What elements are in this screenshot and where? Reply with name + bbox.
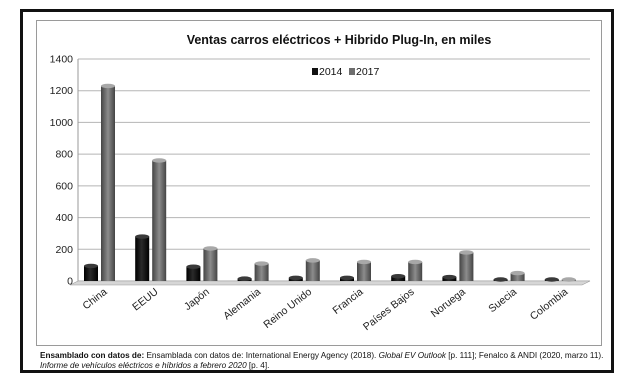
bar-2014	[84, 265, 98, 281]
bar-cap-2017	[305, 258, 320, 263]
bar-cap-2017	[152, 158, 167, 163]
bar-2017	[510, 273, 525, 281]
bar-cap-2017	[203, 246, 218, 251]
x-tick-label: EEUU	[130, 286, 160, 313]
bar-2017	[408, 261, 423, 281]
source-part3: [p. 4].	[248, 361, 270, 370]
x-tick-label: China	[80, 286, 109, 312]
bar-cap-2017	[357, 259, 371, 265]
bar-cap-2014	[340, 275, 354, 281]
bar-cap-2014	[237, 276, 252, 281]
y-tick-label: 1400	[50, 54, 74, 66]
legend-label-2017: 2017	[356, 66, 380, 78]
y-tick-label: 1200	[50, 85, 74, 97]
bar-2014	[135, 236, 150, 281]
y-tick-label: 400	[55, 212, 73, 224]
y-tick-label: 200	[55, 244, 73, 256]
bar-cap-2017	[561, 277, 576, 282]
bar-cap-2014	[186, 264, 201, 269]
bar-2017	[101, 85, 115, 281]
source-ital1: Global EV Outlook	[378, 351, 446, 360]
bar-cap-2017	[408, 259, 423, 265]
bar-cap-2014	[493, 277, 508, 282]
bar-cap-2014	[135, 234, 150, 239]
x-tick-label: Reino Unido	[261, 286, 314, 331]
legend-swatch-2014	[312, 68, 318, 75]
x-tick-label: Japón	[182, 286, 212, 313]
y-tick-label: 0	[67, 276, 73, 288]
source-bold: Ensamblado con datos de:	[40, 351, 145, 360]
y-axis-ticks: 0 200 400 600 800 1000 1200 1400	[50, 54, 74, 288]
bar-2014	[391, 276, 406, 281]
y-tick-label: 800	[55, 149, 73, 161]
chart-area	[36, 20, 602, 346]
legend-swatch-2017	[349, 68, 355, 75]
bars	[84, 83, 576, 282]
bar-2017	[203, 248, 218, 281]
source-ital2: Informe de vehículos eléctricos e híbrid…	[40, 361, 247, 370]
grid-lines	[69, 58, 591, 286]
bar-2014	[186, 266, 201, 281]
chart-title: Ventas carros eléctricos + Hibrido Plug-…	[187, 33, 492, 47]
x-tick-label: Países Bajos	[361, 286, 417, 333]
source-part1: Ensamblada con datos de: International E…	[146, 351, 377, 360]
bar-2017	[254, 263, 269, 281]
y-tick-label: 600	[55, 180, 73, 192]
x-tick-label: Colombia	[528, 286, 570, 323]
bar-cap-2017	[459, 250, 474, 255]
chart-floor	[69, 280, 591, 286]
x-tick-label: Suecia	[486, 286, 519, 315]
bar-cap-2014	[288, 275, 303, 281]
bar-cap-2017	[101, 83, 115, 89]
legend: 2014 2017	[312, 66, 380, 78]
bar-cap-2017	[254, 261, 269, 266]
bar-cap-2017	[510, 270, 525, 276]
bar-cap-2014	[391, 274, 406, 279]
x-tick-label: Francia	[330, 286, 365, 317]
bar-2017	[152, 160, 167, 281]
bar-2017	[305, 260, 320, 281]
source-note: Ensamblado con datos de: Ensamblada con …	[40, 351, 606, 371]
bar-2017	[459, 252, 474, 281]
x-tick-label: Alemania	[221, 286, 263, 323]
legend-label-2014: 2014	[319, 66, 343, 78]
bar-cap-2014	[544, 277, 559, 282]
bar-2017	[357, 261, 371, 281]
source-part2: [p. 111]; Fenalco & ANDI (2020, marzo 11…	[448, 351, 604, 360]
y-tick-label: 1000	[50, 117, 74, 129]
x-tick-label: Noruega	[429, 286, 468, 320]
bar-cap-2014	[442, 274, 457, 280]
bar-cap-2014	[84, 263, 98, 269]
